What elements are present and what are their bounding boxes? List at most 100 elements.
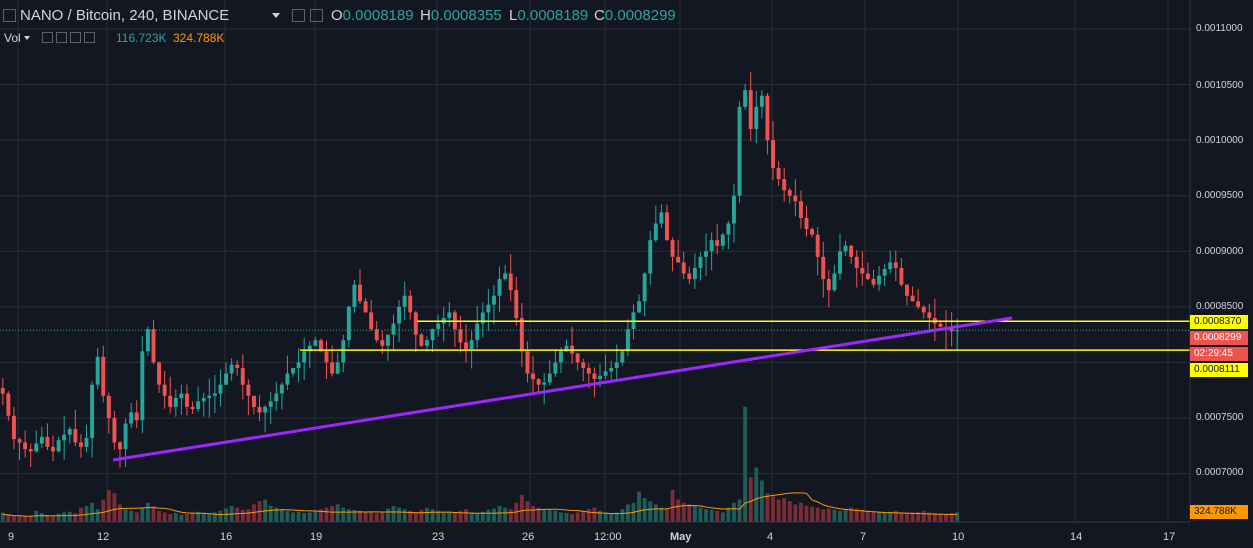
volume-bar bbox=[34, 510, 39, 522]
candle-body bbox=[927, 312, 932, 318]
volume-bar bbox=[324, 507, 329, 522]
volume-bar bbox=[748, 477, 753, 522]
candle-body bbox=[614, 362, 619, 368]
candle-body bbox=[235, 364, 240, 368]
candle-body bbox=[207, 395, 212, 398]
volume-bar bbox=[575, 512, 580, 522]
volume-bar bbox=[123, 509, 128, 522]
price-tick: 0.0010500 bbox=[1196, 80, 1244, 91]
volume-bar bbox=[224, 508, 228, 522]
volume-value: 324.788K bbox=[173, 31, 225, 45]
eye-icon[interactable] bbox=[42, 32, 53, 43]
candle-body bbox=[84, 438, 89, 447]
candle-body bbox=[285, 373, 290, 385]
volume-bar bbox=[944, 514, 948, 522]
candle-body bbox=[715, 240, 720, 246]
countdown-tag: 02:29:45 bbox=[1190, 347, 1248, 361]
volume-bar bbox=[168, 514, 173, 522]
volume-bar bbox=[542, 509, 547, 522]
volume-bar bbox=[698, 507, 703, 522]
candle-body bbox=[893, 262, 898, 268]
volume-bar bbox=[374, 513, 379, 522]
volume-bar bbox=[397, 507, 402, 522]
time-tick: 16 bbox=[220, 531, 233, 543]
candle-body bbox=[307, 345, 312, 352]
candle-body bbox=[129, 412, 134, 424]
candle-body bbox=[609, 367, 614, 372]
candle-body bbox=[492, 295, 496, 305]
candle-body bbox=[692, 267, 697, 280]
volume-bar bbox=[240, 509, 245, 522]
volume-bar bbox=[391, 506, 396, 522]
time-tick: 12 bbox=[97, 531, 110, 543]
candle-body bbox=[263, 406, 268, 413]
volume-bar bbox=[765, 493, 770, 522]
volume-bar bbox=[704, 509, 708, 522]
volume-bar bbox=[586, 509, 591, 522]
volume-bar bbox=[458, 510, 463, 522]
volume-bar bbox=[408, 510, 413, 522]
candle-body bbox=[173, 397, 178, 407]
collapse-icon[interactable] bbox=[3, 9, 16, 22]
volume-bar bbox=[385, 508, 390, 522]
volume-bar bbox=[826, 508, 831, 522]
close-icon[interactable] bbox=[84, 32, 95, 43]
candle-body bbox=[726, 223, 731, 235]
candle-body bbox=[257, 406, 262, 413]
chart-header: NANO / Bitcoin, 240, BINANCE O0.0008189 … bbox=[0, 0, 1190, 32]
candle-body bbox=[955, 330, 960, 332]
chevron-down-icon[interactable] bbox=[24, 36, 30, 40]
volume-bar bbox=[787, 501, 792, 522]
volume-bar bbox=[28, 515, 33, 522]
settings-icon[interactable] bbox=[56, 32, 67, 43]
volume-bar bbox=[112, 493, 117, 522]
volume-bar bbox=[865, 510, 870, 522]
candle-body bbox=[341, 340, 346, 363]
candle-body bbox=[464, 342, 468, 350]
volume-bar bbox=[464, 509, 468, 522]
volume-bar bbox=[531, 506, 535, 522]
candle-body bbox=[542, 382, 547, 385]
volume-bar bbox=[12, 515, 16, 522]
volume-bar bbox=[90, 502, 95, 522]
volume-bar bbox=[380, 512, 385, 522]
volume-bar bbox=[832, 509, 837, 522]
candle-body bbox=[90, 384, 95, 439]
time-tick: May bbox=[670, 531, 692, 543]
compare-icon[interactable] bbox=[310, 9, 323, 22]
volume-bar bbox=[39, 513, 44, 522]
candle-body bbox=[330, 362, 335, 374]
volume-bar bbox=[318, 509, 323, 522]
candle-body bbox=[732, 195, 736, 224]
candle-body bbox=[229, 364, 234, 374]
chevron-down-icon[interactable] bbox=[272, 13, 280, 18]
candle-body bbox=[391, 323, 396, 335]
candle-body bbox=[670, 240, 675, 257]
volume-bar bbox=[798, 502, 803, 522]
add-icon[interactable] bbox=[70, 32, 81, 43]
volume-bar bbox=[134, 512, 139, 522]
volume-bar bbox=[927, 512, 932, 522]
settings-icon[interactable] bbox=[292, 9, 305, 22]
candle-body bbox=[78, 442, 83, 447]
candle-body bbox=[39, 436, 44, 444]
candle-body bbox=[23, 442, 28, 450]
candle-body bbox=[436, 323, 441, 330]
symbol-title[interactable]: NANO / Bitcoin, 240, BINANCE bbox=[20, 7, 230, 24]
candle-body bbox=[497, 279, 502, 296]
volume-bar bbox=[274, 507, 279, 522]
time-tick: 23 bbox=[432, 531, 445, 543]
volume-bar bbox=[910, 512, 915, 522]
candle-body bbox=[369, 312, 374, 330]
candle-body bbox=[430, 329, 435, 341]
volume-bar bbox=[732, 502, 736, 522]
volume-label[interactable]: Vol bbox=[4, 31, 21, 45]
candle-body bbox=[547, 373, 552, 383]
volume-bar bbox=[871, 511, 876, 522]
candle-body bbox=[6, 393, 11, 416]
candle-body bbox=[419, 334, 424, 346]
volume-bar bbox=[447, 512, 452, 522]
volume-bar bbox=[341, 507, 346, 522]
